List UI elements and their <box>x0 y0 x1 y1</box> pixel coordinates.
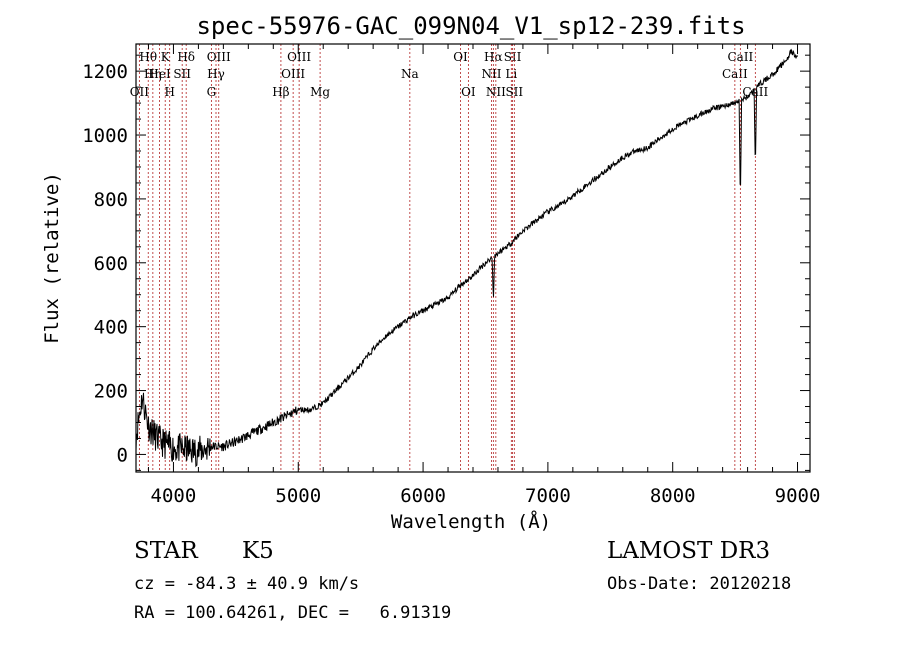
y-tick-label: 800 <box>94 189 128 211</box>
line-label: CaII <box>722 67 748 81</box>
line-label: OIII <box>281 67 305 81</box>
subclass: K5 <box>242 538 274 564</box>
y-tick-label: 600 <box>94 253 128 275</box>
spectrum-line <box>135 48 798 468</box>
survey-label: LAMOST DR3 <box>607 538 771 564</box>
line-label: Hα <box>484 50 503 64</box>
line-label: OIII <box>207 50 231 64</box>
line-label: SII <box>505 85 523 99</box>
line-label: NII <box>481 67 501 81</box>
y-tick-label: 200 <box>94 381 128 403</box>
line-label: OI <box>461 85 476 99</box>
line-label: OI <box>453 50 468 64</box>
line-label: OII <box>130 85 150 99</box>
line-label: Hγ <box>207 67 225 81</box>
y-axis-label: Flux (relative) <box>41 172 63 344</box>
spectrum-chart: spec-55976-GAC_099N04_V1_sp12-239.fits O… <box>41 12 820 533</box>
x-tick-label: 7000 <box>525 485 571 507</box>
obs-date: Obs-Date: 20120218 <box>607 574 792 594</box>
y-tick-label: 400 <box>94 317 128 339</box>
y-tick-label: 1000 <box>82 125 128 147</box>
y-tick-label: 1200 <box>82 61 128 83</box>
object-class: STAR <box>134 538 198 564</box>
line-label: SII <box>173 67 191 81</box>
line-label: Hθ <box>139 50 157 64</box>
x-tick-label: 9000 <box>775 485 821 507</box>
line-label: OIII <box>287 50 311 64</box>
line-label: CaII <box>727 50 753 64</box>
line-label: G <box>207 85 217 99</box>
coordinates-readout: RA = 100.64261, DEC = 6.91319 <box>134 603 452 623</box>
axis-ticks: 4000 5000 6000 7000 8000 9000 0 200 400 600 800 100… <box>82 44 820 507</box>
x-tick-label: 8000 <box>650 485 696 507</box>
line-label: Hβ <box>272 85 289 99</box>
line-label: Na <box>401 67 419 81</box>
line-label: Hδ <box>177 50 195 64</box>
redshift-readout: cz = -84.3 ± 40.9 km/s <box>134 574 360 594</box>
line-label: Hη <box>144 67 162 81</box>
line-label: SII <box>504 50 522 64</box>
x-tick-label: 4000 <box>151 485 197 507</box>
line-label: HeI <box>148 67 171 81</box>
spectrum-series <box>135 48 798 468</box>
line-label: H <box>164 85 174 99</box>
line-label: Mg <box>310 85 330 99</box>
x-tick-label: 6000 <box>400 485 446 507</box>
line-label: Li <box>505 67 517 81</box>
chart-title: spec-55976-GAC_099N04_V1_sp12-239.fits <box>196 12 745 40</box>
x-axis-label: Wavelength (Å) <box>391 510 551 533</box>
plot-frame <box>135 43 811 473</box>
line-label: NII <box>486 85 506 99</box>
y-tick-label: 0 <box>117 444 128 466</box>
line-label: K <box>161 50 171 64</box>
x-tick-label: 5000 <box>275 485 321 507</box>
